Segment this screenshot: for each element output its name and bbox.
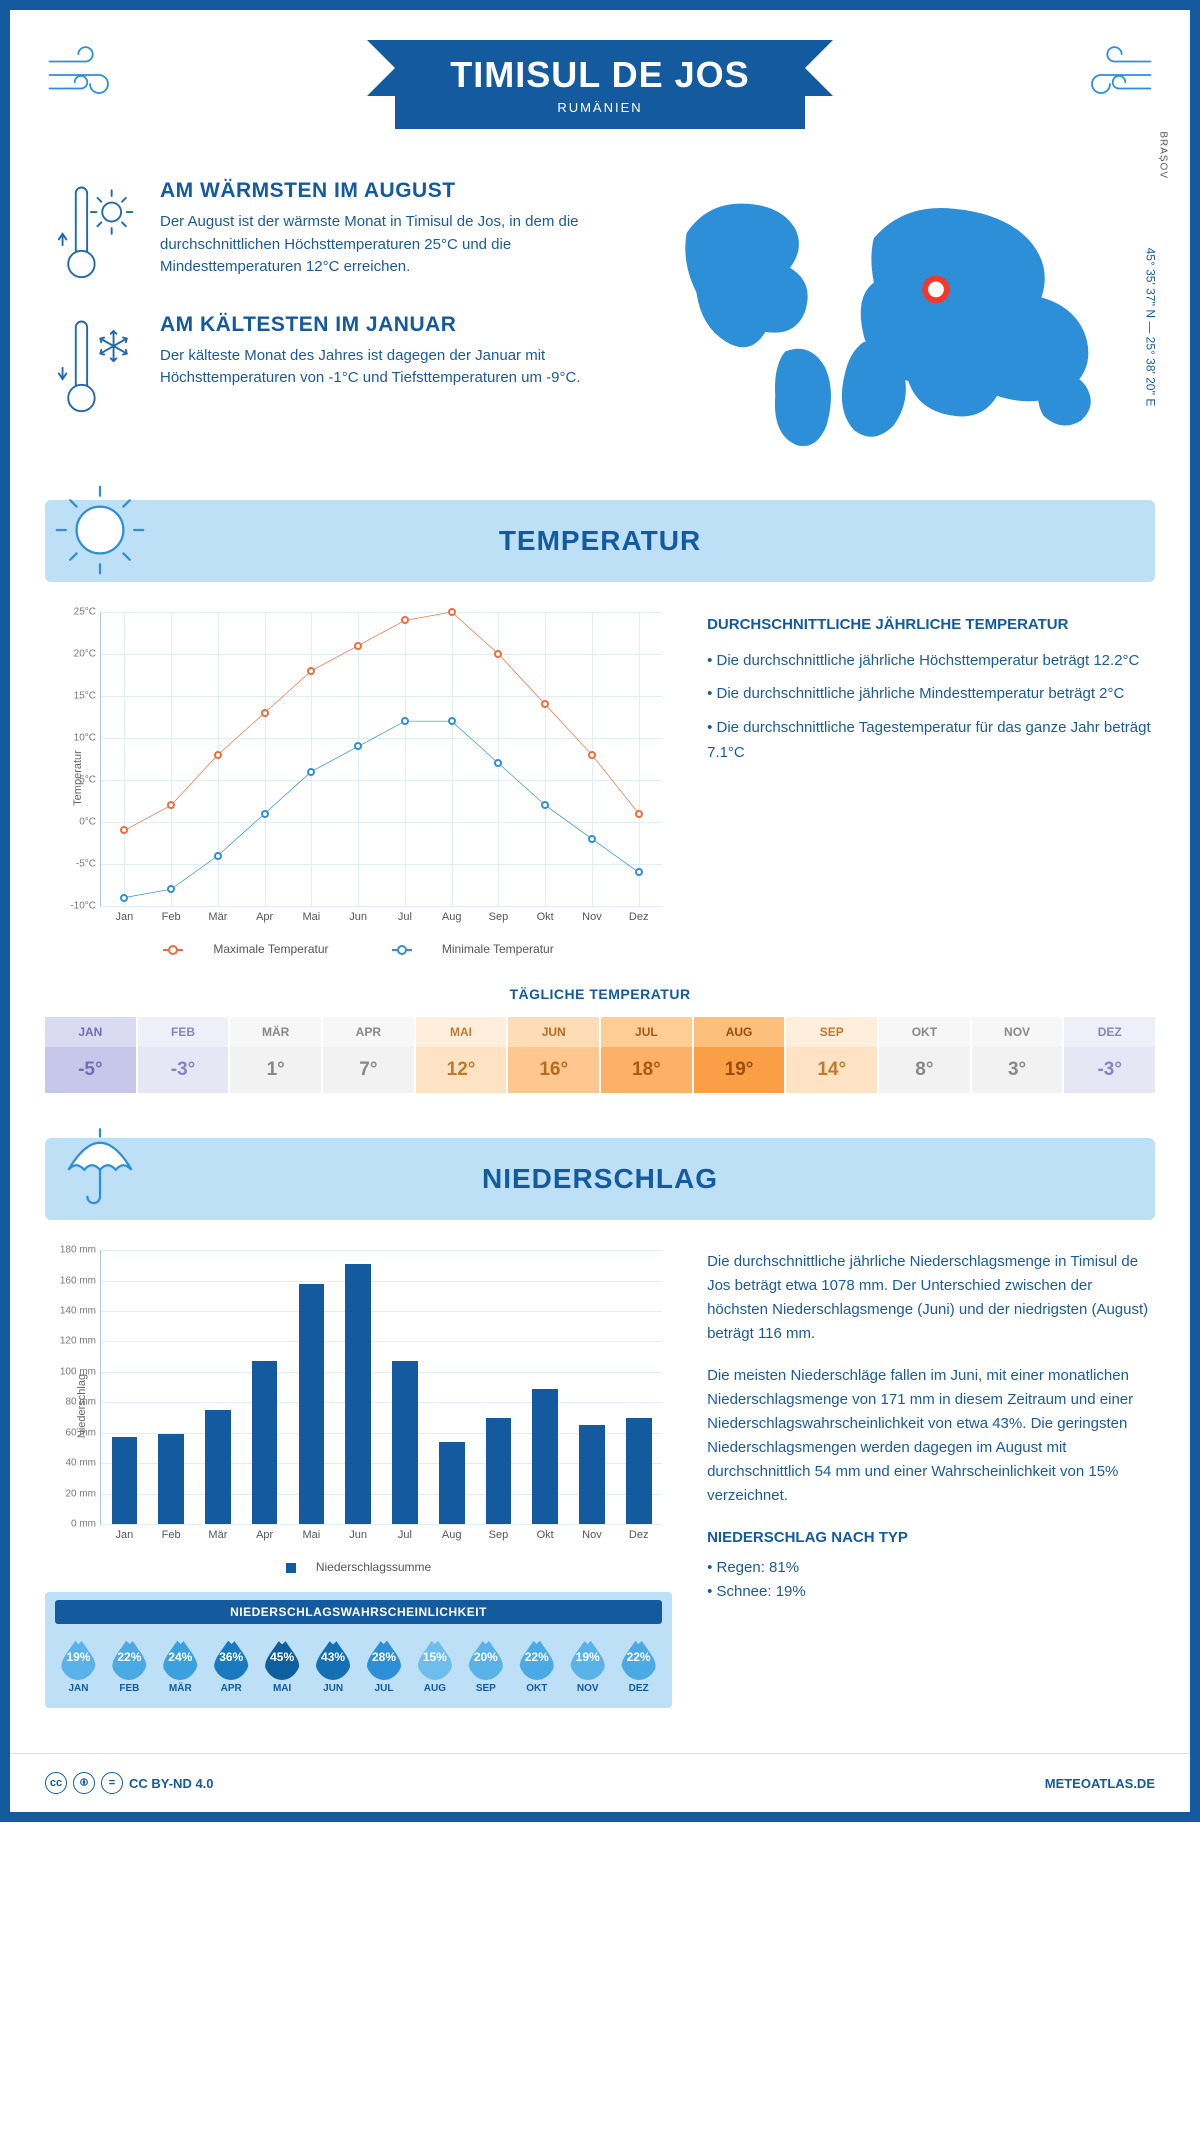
daily-cell: MAI12°: [416, 1017, 509, 1093]
daily-cell: APR7°: [323, 1017, 416, 1093]
region-label: BRAȘOV: [1158, 131, 1169, 179]
daily-cell: NOV3°: [972, 1017, 1065, 1093]
header: TIMISUL DE JOS RUMÄNIEN: [45, 40, 1155, 149]
precipitation-probability: NIEDERSCHLAGSWAHRSCHEINLICHKEIT 19%JAN22…: [45, 1592, 672, 1708]
coordinates: 45° 35' 37'' N — 25° 38' 20'' E: [1144, 247, 1158, 406]
section-title: NIEDERSCHLAG: [45, 1163, 1155, 1195]
site-label: METEOATLAS.DE: [1045, 1776, 1155, 1791]
by-icon: 🅯: [73, 1772, 95, 1794]
nd-icon: =: [101, 1772, 123, 1794]
warm-block: AM WÄRMSTEN IM AUGUST Der August ist der…: [55, 179, 622, 283]
daily-cell: JUN16°: [508, 1017, 601, 1093]
prec-type-item: • Regen: 81%: [707, 1556, 1155, 1580]
legend-max: Maximale Temperatur: [213, 942, 328, 956]
daily-title: TÄGLICHE TEMPERATUR: [45, 986, 1155, 1002]
probability-drop: 22%FEB: [106, 1634, 153, 1694]
probability-drop: 24%MÄR: [157, 1634, 204, 1694]
stats-item: • Die durchschnittliche jährliche Mindes…: [707, 681, 1155, 707]
prec-para-2: Die meisten Niederschläge fallen im Juni…: [707, 1364, 1155, 1508]
cold-block: AM KÄLTESTEN IM JANUAR Der kälteste Mona…: [55, 313, 622, 417]
prec-type-title: NIEDERSCHLAG NACH TYP: [707, 1526, 1155, 1550]
precipitation-chart: Niederschlag 0 mm20 mm40 mm60 mm80 mm100…: [45, 1250, 672, 1574]
daily-cell: DEZ-3°: [1064, 1017, 1155, 1093]
legend-min: Minimale Temperatur: [442, 942, 554, 956]
daily-cell: JUL18°: [601, 1017, 694, 1093]
license-text: CC BY-ND 4.0: [129, 1776, 214, 1791]
probability-drop: 43%JUN: [310, 1634, 357, 1694]
cold-text: Der kälteste Monat des Jahres ist dagege…: [160, 345, 622, 390]
prec-type-item: • Schnee: 19%: [707, 1580, 1155, 1604]
cold-title: AM KÄLTESTEN IM JANUAR: [160, 313, 622, 337]
umbrella-icon: [55, 1123, 145, 1213]
warm-text: Der August ist der wärmste Monat in Timi…: [160, 211, 622, 279]
wind-icon: [1065, 40, 1155, 110]
daily-cell: FEB-3°: [138, 1017, 231, 1093]
probability-drop: 20%SEP: [462, 1634, 509, 1694]
probability-drop: 22%OKT: [513, 1634, 560, 1694]
cc-icon: cc: [45, 1772, 67, 1794]
page-title: TIMISUL DE JOS: [450, 54, 749, 96]
stats-item: • Die durchschnittliche Tagestemperatur …: [707, 715, 1155, 766]
daily-cell: JAN-5°: [45, 1017, 138, 1093]
daily-cell: SEP14°: [786, 1017, 879, 1093]
section-title: TEMPERATUR: [45, 525, 1155, 557]
warm-title: AM WÄRMSTEN IM AUGUST: [160, 179, 622, 203]
probability-drop: 15%AUG: [411, 1634, 458, 1694]
daily-temperature-grid: JAN-5°FEB-3°MÄR1°APR7°MAI12°JUN16°JUL18°…: [45, 1017, 1155, 1093]
section-temperature: TEMPERATUR: [45, 500, 1155, 582]
sun-icon: [55, 485, 145, 575]
probability-drop: 28%JUL: [361, 1634, 408, 1694]
footer: cc 🅯 = CC BY-ND 4.0 METEOATLAS.DE: [10, 1753, 1190, 1812]
probability-drop: 22%DEZ: [615, 1634, 662, 1694]
world-map: BRAȘOV 45° 35' 37'' N — 25° 38' 20'' E: [652, 179, 1145, 460]
probability-drop: 36%APR: [208, 1634, 255, 1694]
daily-cell: MÄR1°: [230, 1017, 323, 1093]
precipitation-text: Die durchschnittliche jährliche Niedersc…: [707, 1250, 1155, 1708]
page-subtitle: RUMÄNIEN: [450, 100, 749, 115]
daily-cell: OKT8°: [879, 1017, 972, 1093]
temperature-stats: DURCHSCHNITTLICHE JÄHRLICHE TEMPERATUR •…: [707, 612, 1155, 956]
temperature-chart: Temperatur -10°C-5°C0°C5°C10°C15°C20°C25…: [45, 612, 672, 956]
license: cc 🅯 = CC BY-ND 4.0: [45, 1772, 214, 1794]
probability-drop: 19%JAN: [55, 1634, 102, 1694]
thermometer-hot-icon: [55, 179, 140, 283]
daily-cell: AUG19°: [694, 1017, 787, 1093]
stats-item: • Die durchschnittliche jährliche Höchst…: [707, 648, 1155, 674]
prec-para-1: Die durchschnittliche jährliche Niedersc…: [707, 1250, 1155, 1346]
chart-legend: Niederschlagssumme: [45, 1550, 672, 1574]
wind-icon: [45, 40, 135, 110]
legend-prec: Niederschlagssumme: [316, 1560, 431, 1574]
probability-drop: 19%NOV: [564, 1634, 611, 1694]
thermometer-cold-icon: [55, 313, 140, 417]
map-icon: [652, 179, 1145, 455]
probability-title: NIEDERSCHLAGSWAHRSCHEINLICHKEIT: [55, 1600, 662, 1624]
section-precipitation: NIEDERSCHLAG: [45, 1138, 1155, 1220]
probability-drop: 45%MAI: [259, 1634, 306, 1694]
chart-legend: Maximale Temperatur Minimale Temperatur: [45, 932, 672, 956]
title-ribbon: TIMISUL DE JOS RUMÄNIEN: [395, 40, 804, 129]
stats-title: DURCHSCHNITTLICHE JÄHRLICHE TEMPERATUR: [707, 612, 1155, 638]
